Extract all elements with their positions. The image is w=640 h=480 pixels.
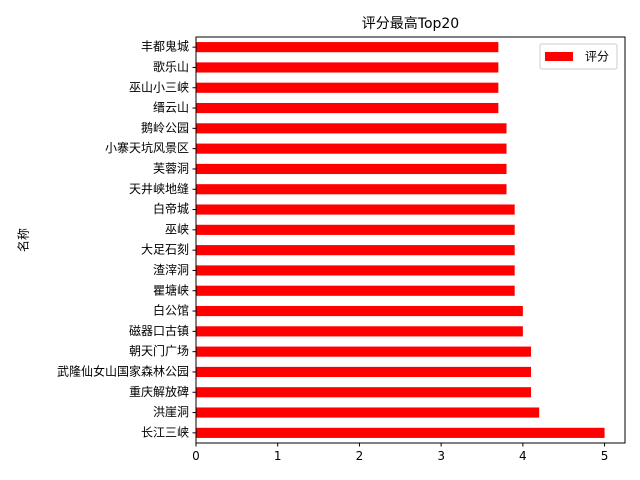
y-tick-label: 洪崖洞 (153, 405, 189, 419)
y-axis-ticks: 长江三峡 洪崖洞 重庆解放碑 武隆仙女山国家森林公园 朝天门广场 磁器口古镇 白公馆 瞿塘峡 渣… (57, 39, 196, 439)
legend-label: 评分 (585, 50, 609, 64)
bar (196, 42, 499, 53)
x-tick-label: 0 (192, 449, 200, 463)
x-axis-ticks: 0 1 2 3 4 5 (192, 443, 608, 463)
y-tick-label: 缙云山 (153, 101, 189, 115)
bar (196, 387, 532, 398)
bar (196, 346, 532, 357)
legend-box (539, 43, 618, 70)
x-tick-label: 4 (519, 449, 527, 463)
y-tick-label: 歌乐山 (153, 59, 189, 74)
x-tick-label: 5 (601, 449, 609, 463)
bar (196, 123, 507, 134)
y-axis-label: 名称 (16, 228, 31, 252)
bar (196, 326, 523, 337)
y-tick-label: 巫山小三峡 (129, 80, 189, 94)
y-tick-label: 丰都鬼城 (141, 39, 189, 54)
y-tick-label: 小寨天坑风景区 (105, 140, 189, 155)
bar (196, 62, 499, 73)
y-tick-label: 鹅岭公园 (141, 121, 189, 135)
bar (196, 143, 507, 154)
bar (196, 305, 523, 317)
y-tick-label: 天井峡地缝 (129, 181, 189, 196)
legend: 评分 (539, 43, 618, 70)
legend-swatch (545, 52, 573, 61)
bar (196, 366, 532, 378)
y-tick-label: 芙蓉洞 (153, 161, 189, 175)
bar (196, 102, 499, 114)
bar (196, 427, 605, 438)
bar (196, 184, 507, 195)
bar (196, 82, 499, 93)
plot-frame (195, 36, 626, 444)
y-tick-label: 重庆解放碑 (129, 384, 189, 399)
bar (196, 285, 515, 296)
chart-title: 评分最高Top20 (362, 15, 459, 32)
y-tick-label: 巫峡 (165, 222, 189, 236)
y-tick-label: 瞿塘峡 (153, 282, 189, 297)
y-tick-label: 朝天门广场 (129, 343, 189, 358)
bars-group (196, 42, 605, 438)
bar (196, 265, 515, 276)
y-tick-label: 白帝城 (153, 201, 189, 216)
bar (196, 163, 507, 175)
x-tick-label: 1 (274, 449, 282, 463)
y-tick-label: 大足石刻 (141, 243, 189, 257)
x-tick-label: 3 (437, 449, 445, 463)
y-tick-label: 磁器口古镇 (129, 323, 189, 338)
y-tick-label: 渣滓洞 (153, 263, 189, 277)
y-tick-label: 长江三峡 (141, 425, 189, 439)
bar (196, 224, 515, 235)
bar (196, 407, 540, 418)
y-tick-label: 武隆仙女山国家森林公园 (57, 363, 189, 378)
y-tick-label: 白公馆 (153, 303, 189, 318)
bar (196, 245, 515, 256)
x-tick-label: 2 (356, 449, 364, 463)
bar (196, 204, 515, 215)
